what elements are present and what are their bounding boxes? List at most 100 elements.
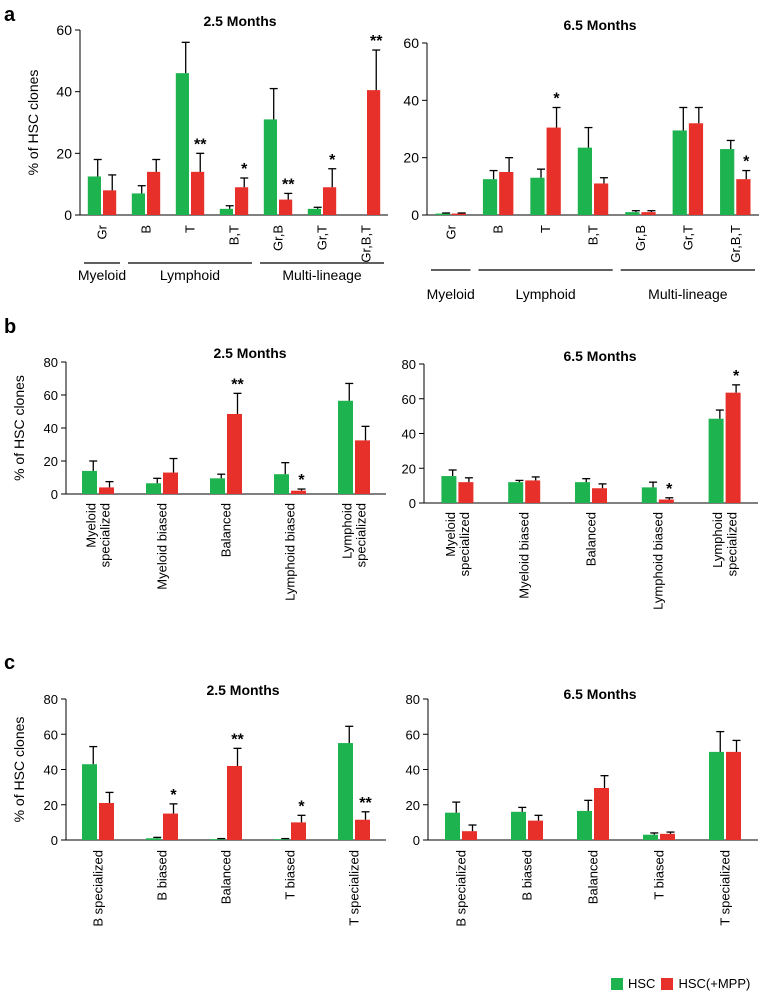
significance-marker: * (170, 787, 177, 804)
x-tick-label-line: T specialized (718, 850, 733, 926)
y-tick-label: 20 (44, 454, 58, 469)
bar-mpp (355, 819, 370, 840)
legend-swatch-hsc (611, 977, 623, 990)
group-label: Multi-lineage (648, 286, 728, 302)
bar-hsc (577, 147, 592, 215)
y-tick-label: 40 (44, 421, 58, 436)
bar-mpp (525, 480, 541, 503)
y-tick-label: 80 (402, 357, 416, 372)
panel-label-b: b (4, 316, 16, 338)
bar-hsc (511, 811, 526, 840)
bar-mpp (458, 482, 474, 503)
x-tick-label: Myeloid biased (517, 512, 532, 599)
x-tick-label: Myeloidspecialized (443, 512, 472, 576)
bar-hsc (210, 839, 225, 840)
bar-hsc (307, 208, 321, 215)
x-tick-label-line: T specialized (347, 850, 362, 926)
x-tick-label-line: Lymphoid (710, 512, 725, 568)
legend-swatch-mpp (661, 977, 674, 990)
y-tick-label: 40 (402, 427, 416, 442)
bar-hsc (625, 212, 640, 215)
bar-mpp (367, 90, 381, 215)
x-tick-label: Balanced (219, 503, 234, 557)
bar-mpp (594, 183, 609, 215)
bar-hsc (87, 176, 101, 215)
x-tick-label-line: B biased (520, 850, 535, 901)
x-tick-label-line: Gr,B (271, 225, 286, 251)
x-tick-label-line: Balanced (584, 512, 599, 566)
bar-mpp (462, 831, 477, 840)
y-tick-label: 0 (413, 833, 420, 848)
significance-marker: * (553, 91, 560, 108)
bar-hsc (82, 470, 97, 494)
y-tick-label: 40 (403, 92, 419, 108)
legend-label-hsc: HSC (628, 976, 656, 991)
x-tick-label: Balanced (586, 850, 601, 904)
legend-item-hsc: HSC (611, 976, 655, 991)
x-tick-label: T (183, 225, 198, 233)
x-tick-label-line: B,T (586, 225, 601, 245)
x-tick-label-line: specialized (457, 512, 472, 576)
x-tick-label-line: B (139, 225, 154, 234)
bar-mpp (592, 488, 607, 503)
x-tick-label: B,T (586, 225, 601, 245)
x-tick-label: B (139, 225, 154, 234)
x-tick-label-line: T (183, 225, 198, 233)
bar-hsc (672, 130, 687, 215)
significance-marker: ** (370, 33, 383, 50)
x-tick-label: Gr,T (315, 225, 330, 250)
panel-label-c: c (4, 652, 15, 674)
significance-marker: ** (282, 176, 295, 193)
y-tick-label: 60 (56, 22, 72, 38)
bar-hsc (146, 483, 161, 494)
x-tick-label: T specialized (718, 850, 733, 926)
y-tick-label: 0 (64, 207, 72, 223)
chart-title: 6.5 Months (563, 686, 636, 702)
bar-hsc (482, 179, 498, 215)
chart-title: 6.5 Months (563, 348, 636, 364)
y-tick-label: 80 (44, 355, 58, 370)
y-tick-label: 20 (406, 798, 420, 813)
bar-mpp (726, 751, 741, 840)
y-axis-label: % of HSC clones (11, 717, 27, 823)
x-tick-label: T biased (652, 850, 667, 900)
x-tick-label: Balanced (219, 850, 234, 904)
x-tick-label: Balanced (584, 512, 599, 566)
bar-mpp (641, 212, 656, 215)
bar-mpp (355, 440, 370, 494)
bar-hsc (441, 476, 457, 503)
bar-mpp (99, 802, 114, 840)
bar-mpp (594, 788, 609, 840)
bar-mpp (191, 171, 205, 215)
bar-mpp (725, 392, 741, 503)
x-tick-label: Myeloidspecialized (83, 503, 112, 567)
y-tick-label: 40 (406, 763, 420, 778)
x-tick-label: T biased (283, 850, 298, 900)
bar-hsc (263, 119, 277, 215)
bar-hsc (530, 177, 545, 215)
legend-label-mpp: HSC(+MPP) (678, 976, 751, 991)
chart-a-2-5-months: 0 20 40 60 % of HSC clones 2.5 Months Gr B ** T * B… (25, 13, 388, 283)
chart-c-6-5-months: 0 20 40 60 80 6.5 Months B specialized B biased… (406, 686, 758, 927)
bar-hsc (338, 400, 353, 494)
x-tick-label: Gr,B,T (359, 225, 374, 263)
y-tick-label: 40 (56, 84, 72, 100)
bar-hsc (274, 839, 289, 840)
bar-mpp (163, 472, 178, 494)
x-tick-label: Gr,B (633, 225, 648, 251)
x-tick-label-line: Balanced (219, 503, 234, 557)
group-label: Myeloid (78, 267, 126, 283)
x-tick-label: B biased (520, 850, 535, 901)
bar-mpp (658, 499, 674, 503)
chart-title: 2.5 Months (213, 345, 286, 361)
y-tick-label: 40 (44, 763, 58, 778)
x-tick-label: T specialized (347, 850, 362, 926)
x-tick-label-line: Myeloid (443, 512, 458, 557)
x-tick-label: Gr,T (680, 225, 695, 250)
y-tick-label: 0 (409, 496, 416, 511)
bar-hsc (219, 208, 233, 215)
bar-hsc (641, 487, 657, 503)
x-tick-label: B biased (155, 850, 170, 901)
